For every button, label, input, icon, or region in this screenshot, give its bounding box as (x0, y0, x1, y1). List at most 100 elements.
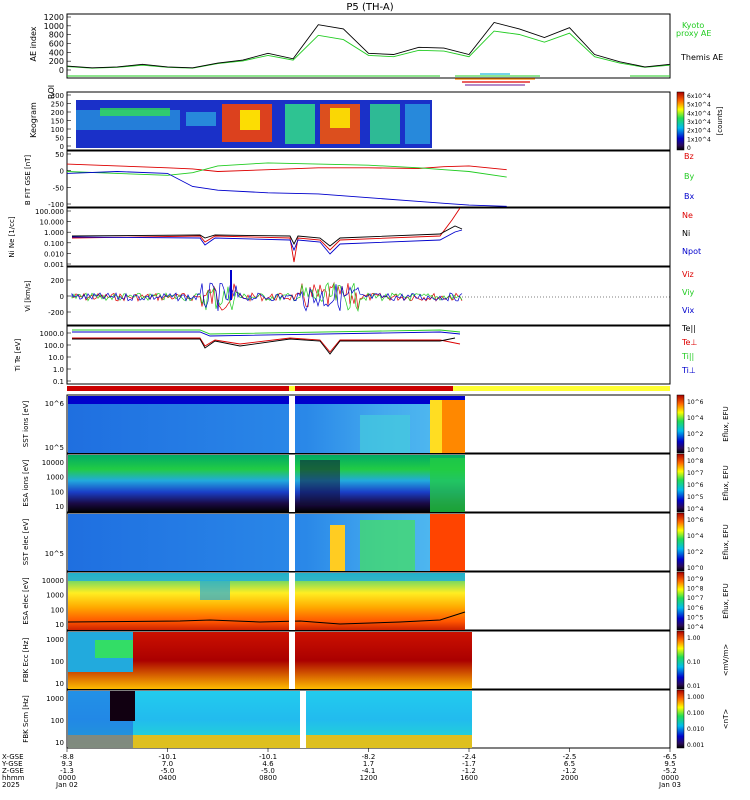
esa-ion-panel (66, 453, 671, 513)
ni-series (71, 225, 463, 247)
ae-legend-proxy: proxy AE (676, 29, 711, 38)
bfield-legend-by: By (684, 172, 694, 181)
sst-ion-colorbar (676, 394, 685, 454)
temperature-ytick-tick-label: 1.0 (53, 366, 64, 374)
sst-elec-ytick-label: 10^5 (45, 550, 64, 558)
spectrogram-ylabels: SST ions [eV] ESA ions [eV] SST elec [eV] E… (22, 400, 30, 742)
bfield-frame (66, 150, 671, 208)
fbk-e-gap (289, 632, 295, 689)
x-axis-tick-label: -1.2 (462, 767, 476, 775)
x-axis-tick-label: 7.0 (162, 760, 173, 768)
fbk-e-colorbar (676, 630, 685, 690)
fbk-b-ytick-label: 10 (55, 739, 64, 747)
keogram-colorbar-tick: 6x10^4 (687, 93, 711, 100)
esa-ion-colorbar (676, 453, 685, 513)
keogram-arc-a-core (240, 110, 260, 130)
keogram-arc-d (370, 104, 400, 144)
density-legend-item: Npot (682, 247, 701, 256)
keogram-arc-e (405, 104, 430, 144)
fbk-e-ytick-label: 100 (51, 658, 64, 666)
fbk-b-colorbar-unit: <nT> (722, 709, 730, 730)
keogram-colorbar-tick: 3x10^4 (687, 119, 711, 126)
esa-ion-colorbar-tick: 10^8 (687, 458, 704, 465)
sst-elec-panel (66, 512, 671, 572)
sst-ion-panel (66, 394, 671, 454)
temperature-ytick-tick-label: 10.0 (48, 354, 64, 362)
x-axis-tick-label: 4.6 (262, 760, 274, 768)
te-perp-series (72, 337, 461, 353)
esa-elec-spectrum (68, 573, 465, 630)
velocity-component-2 (71, 282, 463, 312)
keogram-block-2-band (186, 112, 216, 126)
keogram-colorbar-tick: 5x10^4 (687, 102, 711, 109)
sst-ion-enhancement (360, 415, 410, 453)
esa-elec-ytick-label: 1000 (46, 592, 64, 600)
esa-ion-late (430, 458, 465, 512)
keogram-ytick-tick-label: 100 (51, 126, 64, 134)
x-axis-tick-label: Jan 02 (55, 781, 78, 789)
esa-ion-ytick-label: 10000 (42, 459, 64, 467)
x-axis-tick-label: -5.0 (161, 767, 175, 775)
x-axis-row-label: Y-GSE (1, 760, 23, 768)
ae-legend-kyoto: Kyoto (682, 21, 704, 30)
temperature-yticks: 1000.0 100.0 10.0 1.0 0.1 (40, 330, 71, 386)
x-axis-tick-label: Jan 03 (658, 781, 681, 789)
density-legend-item: Ne (682, 211, 693, 220)
temperature-legend-item: Ti|| (681, 352, 694, 361)
x-axis-labels: X-GSEY-GSEZ-GSEhhmm2025-8.89.3-1.30000Ja… (1, 748, 681, 789)
x-axis-tick-label: -8.8 (60, 753, 74, 761)
esa-elec-top-band (68, 573, 465, 581)
temperature-legend: Te|| Te⊥ Ti|| Ti⊥ (681, 324, 697, 375)
sst-ion-colorbar-unit: Eflux, EFU (722, 406, 730, 441)
esa-elec-colorbar (676, 571, 685, 631)
keogram-ytick-tick-label: 0 (60, 143, 64, 151)
bfield-legend-bx: Bx (684, 192, 694, 201)
esa-elec-colorbar-tick: 10^7 (687, 595, 704, 602)
velocity-ytick-tick-label: 200 (51, 277, 64, 285)
esa-elec-colorbar-unit: Eflux, EFU (722, 583, 730, 618)
temperature-frame (66, 325, 671, 385)
density-panel: 100.000 10.000 1.000 0.100 0.010 0.001 Ni Ne … (8, 207, 701, 269)
esa-elec-ylabel: ESA elec [eV] (22, 577, 30, 624)
velocity-yticks: 200 0 -200 (48, 277, 71, 317)
fbk-b-colorbar-tick: 1.000 (687, 694, 704, 701)
ae-ytick-tick-label: 800 (49, 31, 64, 40)
x-axis-tick-label: -2.4 (462, 753, 476, 761)
x-axis-tick-label: -1.7 (462, 760, 476, 768)
fbk-e-ylabel: FBK Ecc [Hz] (22, 638, 30, 683)
ti-perp-series (72, 331, 461, 337)
fbk-b-ytick-label: 100 (51, 717, 64, 725)
velocity-panel: 200 0 -200 Vi [km/s] Viz Viy Vix (24, 266, 695, 326)
temperature-ytick-tick-label: 100.0 (44, 342, 64, 350)
ae-ytick-tick-label: 1000 (44, 22, 64, 31)
npot-series (71, 229, 463, 255)
x-axis-tick-label: -10.1 (158, 753, 176, 761)
te-par-series (72, 337, 456, 355)
bfield-legend: Bz By Bx (684, 152, 694, 201)
sst-elec-colorbar (676, 512, 685, 572)
sst-elec-colorbar-tick: 10^0 (687, 565, 704, 572)
ne-series (71, 207, 461, 263)
x-axis-tick-label: -2.5 (563, 753, 577, 761)
x-axis-tick-label: -8.2 (362, 753, 376, 761)
fbk-b-colorbar-tick: 0.001 (687, 742, 704, 749)
esa-elec-colorbar-tick: 10^6 (687, 605, 704, 612)
keogram-ylabel: Keogram (29, 102, 38, 138)
velocity-legend-item: Vix (682, 306, 695, 315)
fbk-e-colorbar-tick: 1.00 (687, 635, 701, 642)
esa-elec-ytick-label: 10 (55, 621, 64, 629)
mode-bar-red (67, 386, 453, 391)
bfield-ylabel: B FIT GSE [nT] (24, 155, 32, 206)
sst-elec-burst (330, 525, 345, 571)
density-ytick-tick-label: 0.010 (44, 250, 64, 258)
velocity-legend-item: Viy (682, 288, 695, 297)
keogram-colorbar-tick: 4x10^4 (687, 110, 711, 117)
x-axis-tick-label: -4.1 (362, 767, 376, 775)
velocity-ylabel: Vi [km/s] (24, 280, 32, 311)
fbk-b-ylabel: FBK Scm [Hz] (22, 695, 30, 743)
keogram-arc-b (285, 104, 315, 144)
mode-bar-yellow (453, 386, 670, 391)
fbk-b-low-band (68, 735, 472, 748)
